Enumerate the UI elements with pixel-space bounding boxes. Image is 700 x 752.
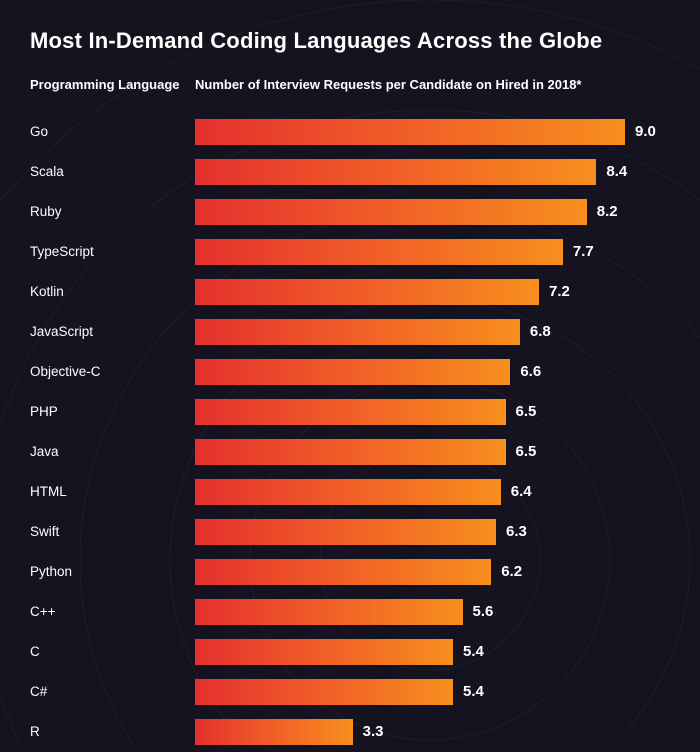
bar [195, 679, 453, 705]
bar-row: Java 6.5 [30, 432, 670, 472]
bar-row: Go 9.0 [30, 112, 670, 152]
language-label: R [30, 724, 195, 739]
bar-row: C# 5.4 [30, 672, 670, 712]
language-label: Objective-C [30, 364, 195, 379]
bar-row: TypeScript 7.7 [30, 232, 670, 272]
bar-row: Scala 8.4 [30, 152, 670, 192]
bar-area: 8.2 [195, 199, 670, 225]
bar [195, 359, 510, 385]
language-label: Go [30, 124, 195, 139]
column-header-value: Number of Interview Requests per Candida… [195, 76, 670, 94]
bar [195, 239, 563, 265]
bar [195, 519, 496, 545]
bar-area: 6.5 [195, 399, 670, 425]
bar-area: 6.5 [195, 439, 670, 465]
bar-value: 6.5 [516, 403, 537, 420]
bar-area: 7.7 [195, 239, 670, 265]
bar-value: 7.2 [549, 283, 570, 300]
language-label: Kotlin [30, 284, 195, 299]
language-label: C# [30, 684, 195, 699]
bar-row: Kotlin 7.2 [30, 272, 670, 312]
bar-row: HTML 6.4 [30, 472, 670, 512]
bar [195, 119, 625, 145]
bar-area: 8.4 [195, 159, 670, 185]
bar-value: 8.2 [597, 203, 618, 220]
bar-area: 7.2 [195, 279, 670, 305]
bar-row: C++ 5.6 [30, 592, 670, 632]
language-label: Java [30, 444, 195, 459]
bar [195, 719, 353, 745]
language-label: Ruby [30, 204, 195, 219]
bar [195, 559, 491, 585]
bar [195, 279, 539, 305]
bar-value: 6.5 [516, 443, 537, 460]
chart-container: Most In-Demand Coding Languages Across t… [0, 0, 700, 752]
bar-value: 6.4 [511, 483, 532, 500]
bar-value: 5.4 [463, 683, 484, 700]
language-label: Swift [30, 524, 195, 539]
bar-area: 5.4 [195, 639, 670, 665]
language-label: TypeScript [30, 244, 195, 259]
bar-area: 6.3 [195, 519, 670, 545]
bar-value: 6.3 [506, 523, 527, 540]
bar [195, 599, 463, 625]
bar-row: Objective-C 6.6 [30, 352, 670, 392]
language-label: HTML [30, 484, 195, 499]
bar [195, 439, 506, 465]
bar-area: 5.4 [195, 679, 670, 705]
bar [195, 399, 506, 425]
bar-area: 6.2 [195, 559, 670, 585]
bar-value: 6.2 [501, 563, 522, 580]
bar-row: Swift 6.3 [30, 512, 670, 552]
bar [195, 479, 501, 505]
language-label: JavaScript [30, 324, 195, 339]
bar-value: 6.8 [530, 323, 551, 340]
column-header-language: Programming Language [30, 76, 195, 94]
bar-row: Ruby 8.2 [30, 192, 670, 232]
bar-value: 9.0 [635, 123, 656, 140]
bar-area: 6.8 [195, 319, 670, 345]
bar [195, 199, 587, 225]
bar-area: 5.6 [195, 599, 670, 625]
language-label: C++ [30, 604, 195, 619]
bar-row: R 3.3 [30, 712, 670, 752]
bar-area: 6.4 [195, 479, 670, 505]
bar-row: Python 6.2 [30, 552, 670, 592]
language-label: Python [30, 564, 195, 579]
language-label: Scala [30, 164, 195, 179]
bar-value: 5.6 [473, 603, 494, 620]
language-label: PHP [30, 404, 195, 419]
chart-title: Most In-Demand Coding Languages Across t… [30, 28, 670, 54]
bar-row: PHP 6.5 [30, 392, 670, 432]
bar-rows: Go 9.0 Scala 8.4 Ruby 8.2 TypeScript 7.7 Kotlin 7… [30, 112, 670, 752]
bar-value: 7.7 [573, 243, 594, 260]
bar [195, 159, 596, 185]
bar-row: JavaScript 6.8 [30, 312, 670, 352]
bar-area: 3.3 [195, 719, 670, 745]
bar [195, 319, 520, 345]
bar-row: C 5.4 [30, 632, 670, 672]
column-headers: Programming Language Number of Interview… [30, 76, 670, 94]
bar-value: 5.4 [463, 643, 484, 660]
bar-value: 8.4 [606, 163, 627, 180]
bar [195, 639, 453, 665]
bar-value: 3.3 [363, 723, 384, 740]
bar-value: 6.6 [520, 363, 541, 380]
bar-area: 6.6 [195, 359, 670, 385]
language-label: C [30, 644, 195, 659]
bar-area: 9.0 [195, 119, 670, 145]
